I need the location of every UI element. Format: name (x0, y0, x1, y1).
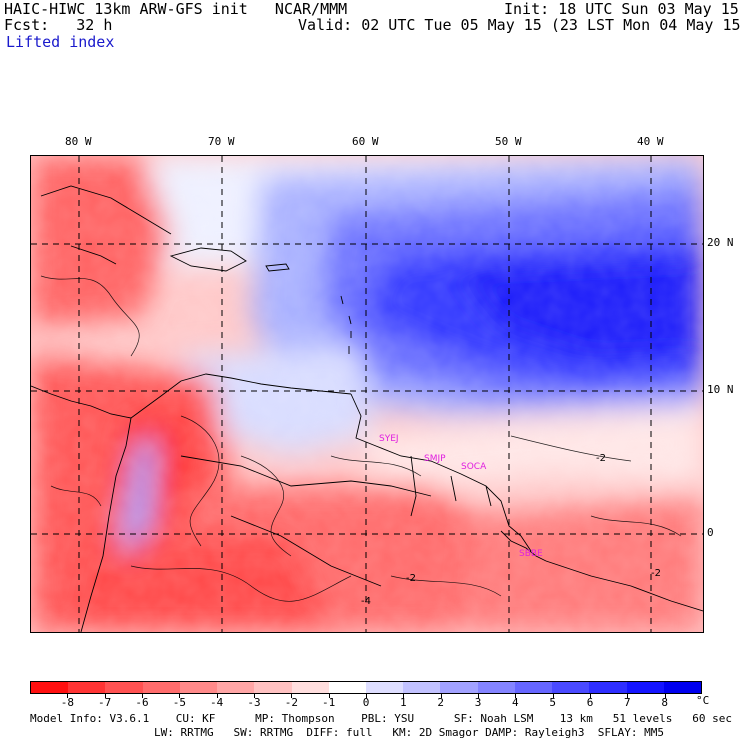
colorbar-label: -7 (98, 696, 112, 709)
colorbar-label: -8 (60, 696, 74, 709)
contour-label-2: -2 (406, 573, 416, 584)
station-sbbe: SBBE (519, 549, 543, 559)
colorbar-swatch (291, 682, 329, 693)
colorbar-tick (627, 694, 629, 698)
colorbar-swatch (365, 682, 404, 693)
colorbar-swatch (105, 682, 143, 693)
contour-label-4: -2 (651, 568, 661, 579)
colorbar-swatch (589, 682, 627, 693)
colorbar-label: -1 (322, 696, 336, 709)
colorbar-swatch (31, 682, 69, 693)
colorbar-label: -6 (135, 696, 149, 709)
colorbar-label: 8 (661, 696, 668, 709)
colorbar-label: 2 (437, 696, 444, 709)
valid-time: Valid: 02 UTC Tue 05 May 15 (23 LST Mon … (298, 16, 740, 34)
colorbar-label: -4 (210, 696, 224, 709)
lon-label-80w: 80 W (65, 135, 92, 148)
lon-label-50w: 50 W (495, 135, 522, 148)
colorbar-tick (216, 694, 218, 698)
colorbar-tick (142, 694, 143, 698)
colorbar-swatch (477, 682, 515, 693)
colorbar-swatch (142, 682, 180, 693)
colorbar (30, 681, 702, 694)
station-smjp: SMJP (424, 454, 446, 464)
colorbar-swatch (217, 682, 255, 693)
colorbar-swatch (626, 682, 664, 693)
colorbar-tick (440, 694, 442, 698)
colorbar-tick (590, 694, 591, 698)
colorbar-tick (104, 694, 106, 698)
colorbar-unit: °C (696, 694, 710, 707)
lon-label-60w: 60 W (352, 135, 379, 148)
colorbar-swatch (328, 682, 366, 693)
field-texture (31, 156, 703, 632)
colorbar-tick (67, 694, 69, 698)
init-time: Init: 18 UTC Sun 03 May 15 (504, 0, 739, 18)
footer-model-info: Model Info: V3.6.1 CU: KF MP: Thompson P… (30, 712, 732, 725)
colorbar-swatch (68, 682, 106, 693)
colorbar-tick (291, 694, 293, 698)
colorbar-tick (478, 694, 479, 698)
colorbar-swatch (514, 682, 553, 693)
footer-physics-info: LW: RRTMG SW: RRTMG DIFF: full KM: 2D Sm… (154, 726, 664, 739)
lifted-index-map: SYEJ SMJP SOCA SBBE -2 -2 -4 -2 (30, 155, 704, 633)
colorbar-tick (179, 694, 181, 698)
colorbar-label: -5 (172, 696, 186, 709)
map-canvas: SYEJ SMJP SOCA SBBE -2 -2 -4 -2 (31, 156, 703, 632)
colorbar-tick (254, 694, 255, 698)
station-soca: SOCA (461, 462, 487, 472)
colorbar-swatch (179, 682, 218, 693)
colorbar-label: 3 (474, 696, 482, 709)
graticule (31, 156, 703, 632)
contour-label-3: -4 (361, 596, 371, 607)
station-syej: SYEJ (379, 434, 399, 444)
colorbar-label: -3 (247, 696, 261, 709)
colorbar-swatch (552, 682, 590, 693)
colorbar-swatch (440, 682, 478, 693)
station-labels: SYEJ SMJP SOCA SBBE (379, 434, 543, 559)
colorbar-label: 5 (549, 696, 556, 709)
lat-label-20n: 20 N (707, 236, 734, 249)
colorbar-label: 0 (362, 696, 370, 709)
colorbar-tick (328, 694, 330, 698)
contour-label-1: -2 (596, 453, 606, 464)
colorbar-swatch (663, 682, 701, 693)
colorbar-tick (366, 694, 367, 698)
lon-label-40w: 40 W (637, 135, 664, 148)
coastlines (31, 185, 703, 632)
colorbar-tick (552, 694, 554, 698)
colorbar-swatch (403, 682, 441, 693)
colorbar-label: 4 (512, 696, 519, 709)
colorbar-tick (664, 694, 666, 698)
lat-label-0: 0 (707, 526, 714, 539)
lat-label-10n: 10 N (707, 383, 734, 396)
colorbar-label: 6 (586, 696, 594, 709)
contours (40, 275, 682, 602)
colorbar-swatch (254, 682, 292, 693)
contour-labels: -2 -2 -4 -2 (361, 453, 661, 607)
colorbar-label: 1 (400, 696, 407, 709)
model-title: HAIC-HIWC 13km ARW-GFS init NCAR/MMM (4, 0, 348, 18)
colorbar-label: 7 (624, 696, 631, 709)
colorbar-tick (515, 694, 517, 698)
forecast-hour: Fcst: 32 h (4, 16, 113, 34)
field-name: Lifted index (6, 33, 115, 51)
colorbar-tick (403, 694, 405, 698)
lon-label-70w: 70 W (208, 135, 235, 148)
colorbar-label: -2 (284, 696, 298, 709)
